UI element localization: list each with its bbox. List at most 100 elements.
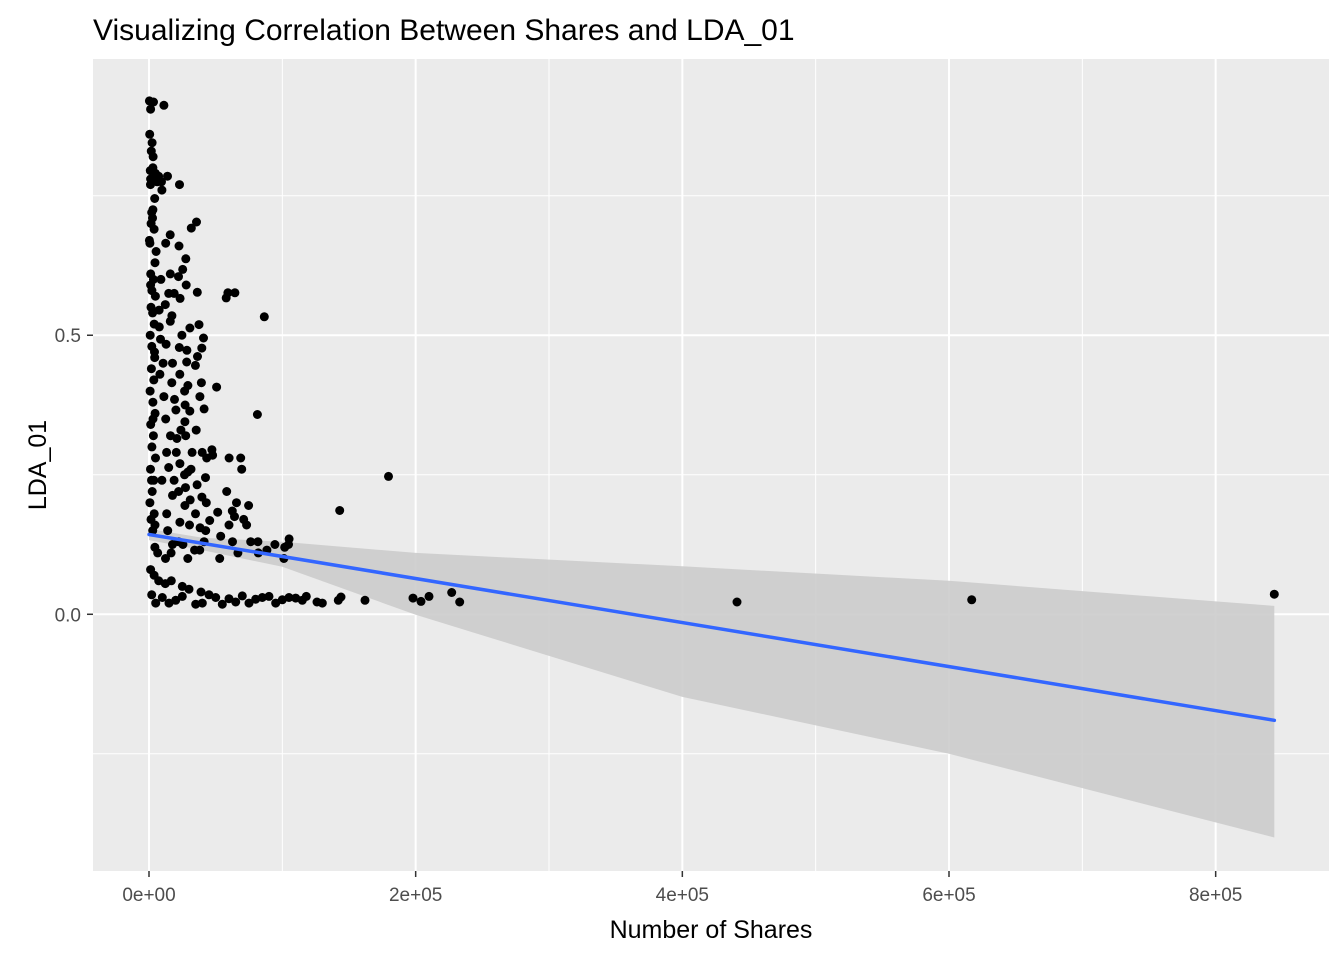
- points-layer: [144, 96, 1279, 609]
- minor-grid: [93, 59, 1329, 871]
- y-axis-ticks: 0.0 0.5: [55, 326, 93, 626]
- x-tick-label: 2e+05: [389, 885, 442, 906]
- y-axis-title: LDA_01: [24, 420, 52, 510]
- data-point: [230, 288, 240, 298]
- data-point: [151, 598, 161, 608]
- data-point: [161, 238, 171, 248]
- data-point: [196, 587, 206, 597]
- data-point: [177, 591, 187, 601]
- data-point: [146, 104, 156, 114]
- data-point: [211, 593, 221, 602]
- data-point: [161, 414, 171, 424]
- data-point: [252, 410, 262, 419]
- x-tick-label: 0e+00: [122, 885, 175, 906]
- data-point: [201, 526, 211, 536]
- data-point: [169, 475, 179, 485]
- y-tick-label: 0.5: [55, 326, 81, 347]
- data-point: [212, 382, 222, 392]
- data-point: [182, 357, 192, 367]
- data-point: [175, 517, 185, 527]
- regression-line: [147, 532, 1277, 723]
- data-point: [180, 386, 190, 396]
- data-point: [147, 138, 157, 148]
- data-point: [208, 450, 218, 460]
- data-point: [224, 594, 234, 604]
- data-point: [175, 459, 185, 469]
- chart-title: Visualizing Correlation Between Shares a…: [93, 14, 795, 47]
- data-point: [175, 293, 185, 303]
- data-point: [186, 223, 196, 233]
- data-point: [148, 213, 157, 223]
- data-point: [195, 545, 205, 555]
- data-point: [181, 483, 190, 493]
- confidence-band-layer: [149, 528, 1275, 838]
- data-point: [155, 369, 165, 379]
- data-point: [161, 554, 170, 563]
- data-point: [148, 414, 158, 424]
- data-point: [192, 480, 202, 490]
- data-point: [284, 593, 294, 602]
- data-point: [215, 554, 225, 563]
- data-point: [165, 269, 175, 279]
- data-point: [166, 548, 176, 558]
- data-point: [224, 520, 234, 530]
- data-point: [150, 347, 159, 357]
- data-point: [228, 537, 237, 547]
- data-point: [230, 512, 239, 522]
- data-point: [236, 453, 246, 463]
- data-point: [257, 593, 267, 602]
- data-point: [168, 490, 177, 500]
- data-point: [181, 280, 191, 290]
- data-point: [184, 584, 194, 594]
- data-point: [967, 595, 977, 605]
- data-point: [146, 464, 155, 474]
- data-point: [178, 264, 188, 274]
- data-point: [180, 400, 190, 410]
- data-point: [150, 258, 160, 268]
- data-point: [175, 180, 184, 190]
- data-point: [246, 537, 256, 547]
- data-point: [150, 194, 160, 203]
- data-point: [270, 540, 280, 549]
- data-point: [157, 185, 167, 195]
- data-point: [180, 417, 190, 427]
- data-point: [164, 463, 174, 472]
- data-point: [192, 217, 201, 227]
- data-point: [147, 590, 157, 600]
- data-point: [147, 475, 156, 485]
- data-point: [447, 588, 457, 597]
- data-point: [159, 392, 169, 402]
- data-point: [180, 501, 190, 510]
- data-point: [181, 254, 191, 264]
- data-point: [253, 537, 263, 547]
- data-point: [191, 509, 200, 519]
- data-point: [172, 434, 182, 443]
- data-point: [147, 487, 157, 496]
- data-point: [174, 241, 184, 251]
- data-point: [190, 360, 200, 370]
- data-point: [148, 152, 158, 162]
- data-point: [161, 339, 171, 349]
- confidence-band: [149, 528, 1275, 838]
- data-point: [151, 168, 160, 178]
- data-point: [158, 358, 168, 368]
- data-point: [194, 320, 204, 330]
- data-point: [162, 509, 172, 519]
- data-point: [231, 597, 241, 607]
- data-point: [163, 171, 172, 181]
- data-point: [213, 507, 223, 517]
- data-point: [384, 471, 393, 481]
- data-point: [165, 230, 175, 240]
- data-point: [145, 238, 155, 248]
- data-point: [185, 323, 195, 333]
- data-point: [317, 598, 327, 608]
- data-point: [162, 447, 172, 457]
- data-point: [732, 597, 742, 607]
- data-point: [177, 330, 187, 340]
- data-point: [232, 498, 241, 508]
- data-point: [149, 97, 158, 107]
- data-point: [154, 305, 164, 315]
- data-point: [157, 593, 167, 602]
- data-point: [244, 501, 254, 510]
